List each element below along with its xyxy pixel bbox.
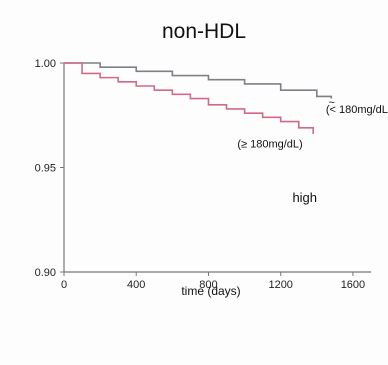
annotation-label: (< 180mg/dL) (326, 104, 388, 116)
annotation-label: ~ (329, 97, 335, 109)
x-tick-label: 1200 (268, 279, 292, 291)
series-line-1 (64, 62, 333, 99)
annotation-label: (≥ 180mg/dL) (237, 139, 302, 151)
annotations: ~(< 180mg/dL) (≥ 180mg/dL) high (237, 97, 388, 205)
x-tick-label: 800 (199, 279, 217, 291)
x-axis-label: time (days) (181, 284, 240, 298)
axes: 0 400 800 1200 1600 0.90 0.95 1.00 (35, 58, 371, 291)
series-line-2 (64, 62, 315, 135)
y-tick-label: 0.95 (35, 163, 56, 175)
y-tick-label: 0.90 (35, 267, 56, 279)
x-tick-label: 1600 (341, 279, 365, 291)
x-tick-label: 0 (61, 279, 67, 291)
series-layer (64, 62, 333, 135)
chart-title: non-HDL (162, 20, 246, 43)
annotation-label: high (292, 190, 317, 205)
x-tick-label: 400 (127, 279, 145, 291)
y-tick-label: 1.00 (35, 58, 56, 70)
